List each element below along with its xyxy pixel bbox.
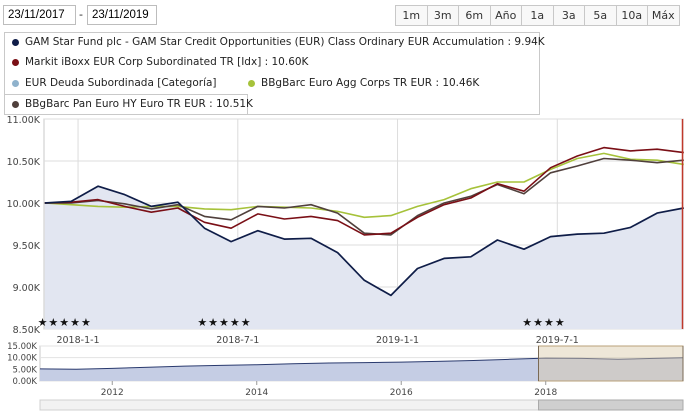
y-tick-label: 8.50K bbox=[13, 325, 41, 336]
legend-label-bbg-agg: BBgBarc Euro Agg Corps TR EUR : 10.46K bbox=[261, 77, 480, 89]
legend-item-index[interactable]: Markit iBoxx EUR Corp Subordinated TR [I… bbox=[12, 56, 308, 68]
x-tick-label: 2018-7-1 bbox=[216, 335, 259, 346]
main-series-lines bbox=[44, 146, 684, 297]
navigator-y-tick-label: 5.00K bbox=[13, 365, 38, 375]
main-axes: 8.50K 9.00K 9.50K 10.00K 10.50K 11.00K 2018-1-… bbox=[7, 115, 684, 346]
y-tick-label: 9.50K bbox=[13, 241, 41, 252]
series-line-bbg-hy bbox=[44, 157, 684, 236]
series-line-bbg-agg bbox=[44, 152, 684, 219]
range-6m-button[interactable]: 6m bbox=[458, 5, 491, 26]
navigator-selection bbox=[538, 345, 684, 382]
navigator-plot-area bbox=[39, 345, 684, 382]
legend-label-fund: GAM Star Fund plc - GAM Star Credit Oppo… bbox=[25, 36, 545, 48]
rating-stars: ★★★★ bbox=[522, 316, 565, 329]
date-range-separator: - bbox=[79, 8, 83, 21]
legend-dot-category-icon bbox=[12, 79, 19, 87]
rating-stars: ★★★★★ bbox=[38, 316, 92, 329]
plot-area bbox=[43, 118, 684, 330]
range-3y-button[interactable]: 3a bbox=[552, 5, 585, 26]
x-tick-label: 2018-1-1 bbox=[56, 335, 99, 346]
legend-dot-index-icon bbox=[12, 58, 19, 66]
y-tick-label: 11.00K bbox=[7, 115, 41, 126]
navigator-y-tick-label: 15.00K bbox=[7, 342, 37, 352]
navigator-scrollbar-track bbox=[39, 399, 684, 411]
legend-item-bbg-hy[interactable]: BBgBarc Pan Euro HY Euro TR EUR : 10.51K bbox=[12, 98, 253, 110]
rating-stars: ★★★★★ bbox=[197, 316, 251, 329]
legend-dot-bbg-hy-icon bbox=[12, 100, 19, 108]
navigator-x-tick-label: 2012 bbox=[101, 388, 124, 398]
legend-item-bbg-agg[interactable]: BBgBarc Euro Agg Corps TR EUR : 10.46K bbox=[248, 77, 479, 89]
series-line-index bbox=[44, 146, 684, 236]
legend-label-category: EUR Deuda Subordinada [Categoría] bbox=[25, 77, 217, 89]
y-tick-label: 9.00K bbox=[13, 283, 41, 294]
ratings-layer: ★★★★★ ★★★★★ ★★★★ bbox=[38, 316, 565, 329]
legend-dot-fund-icon bbox=[12, 38, 19, 46]
fund-area-fill bbox=[44, 186, 684, 329]
y-tick-label: 10.00K bbox=[7, 199, 41, 210]
legend-label-index: Markit iBoxx EUR Corp Subordinated TR [I… bbox=[25, 56, 309, 68]
main-grid bbox=[43, 118, 684, 330]
range-ytd-button[interactable]: Año bbox=[489, 5, 522, 26]
range-1y-button[interactable]: 1a bbox=[521, 5, 554, 26]
navigator-x-tick-label: 2014 bbox=[245, 388, 268, 398]
x-tick-label: 2019-7-1 bbox=[536, 335, 579, 346]
navigator-scrollbar-thumb bbox=[538, 399, 684, 411]
navigator-y-tick-label: 10.00K bbox=[7, 354, 37, 364]
legend-hy-box bbox=[4, 94, 248, 115]
end-date-input[interactable] bbox=[87, 5, 157, 25]
x-tick-label: 2019-1-1 bbox=[376, 335, 419, 346]
legend-label-bbg-hy: BBgBarc Pan Euro HY Euro TR EUR : 10.51K bbox=[25, 98, 253, 110]
range-3m-button[interactable]: 3m bbox=[426, 5, 459, 26]
range-button-group: 1m 3m 6m Año 1a 3a 5a 10a Máx bbox=[395, 5, 680, 26]
range-1m-button[interactable]: 1m bbox=[395, 5, 428, 26]
legend-item-fund[interactable]: GAM Star Fund plc - GAM Star Credit Oppo… bbox=[12, 36, 545, 48]
navigator-x-tick-label: 2018 bbox=[534, 388, 557, 398]
range-max-button[interactable]: Máx bbox=[647, 5, 680, 26]
range-10y-button[interactable]: 10a bbox=[615, 5, 648, 26]
navigator-x-tick-label: 2016 bbox=[390, 388, 413, 398]
legend-item-category[interactable]: EUR Deuda Subordinada [Categoría] bbox=[12, 77, 217, 89]
range-5y-button[interactable]: 5a bbox=[584, 5, 617, 26]
start-date-input[interactable] bbox=[3, 5, 76, 25]
series-line-fund bbox=[44, 185, 684, 297]
navigator-line bbox=[39, 357, 684, 370]
navigator-area bbox=[40, 357, 683, 381]
legend-dot-bbg-agg-icon bbox=[248, 79, 255, 87]
navigator-y-tick-label: 0.00K bbox=[13, 377, 38, 387]
y-tick-label: 10.50K bbox=[7, 157, 41, 168]
